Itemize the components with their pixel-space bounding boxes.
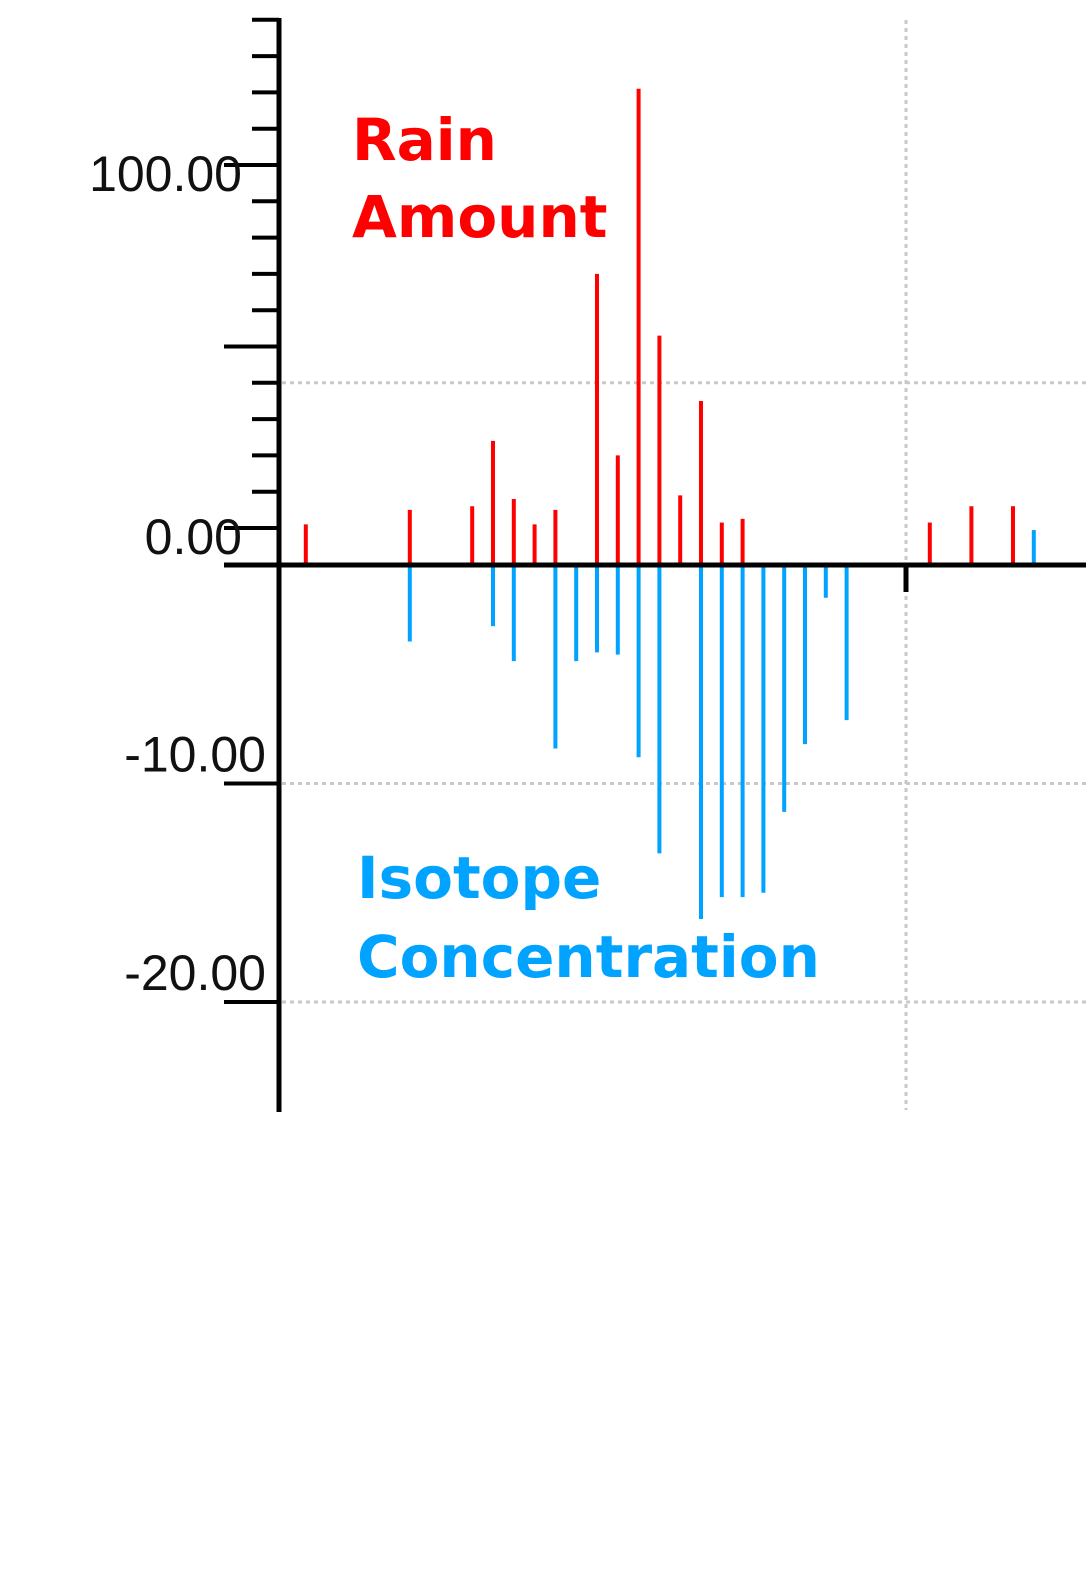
tick-labels: 100.00 0.00 -10.00 -20.00	[89, 146, 266, 1001]
axes	[224, 17, 1086, 1112]
isotope-label-line-2: Concentration	[357, 923, 820, 991]
y-tick-label: -20.00	[124, 945, 266, 1001]
rain-series-label: Rain Amount	[352, 106, 607, 251]
bars	[303, 88, 1036, 919]
y-tick-label: 100.00	[89, 146, 242, 202]
isotope-series-label: Isotope Concentration	[357, 844, 820, 991]
y-tick-label: -10.00	[124, 727, 266, 783]
y-tick-label: 0.00	[145, 509, 242, 565]
rain-label-line-2: Amount	[352, 183, 607, 251]
rain-label-line-1: Rain	[352, 106, 497, 174]
isotope-label-line-1: Isotope	[357, 844, 601, 912]
